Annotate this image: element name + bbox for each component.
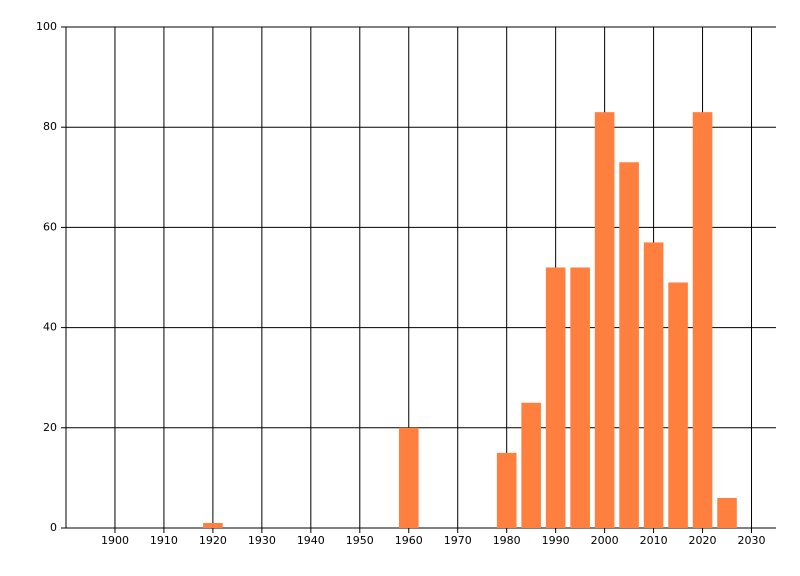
y-tick-label: 60 [43,220,57,233]
bar [692,112,713,529]
y-tick-label: 40 [43,321,57,334]
x-tick-label: 1930 [248,534,276,547]
x-tick-label: 1980 [493,534,521,547]
bar [717,497,737,528]
y-tick-label: 0 [50,521,57,534]
x-tick-label: 1950 [346,534,374,547]
x-tick-label: 2020 [689,534,717,547]
y-tick-label: 20 [43,421,57,434]
x-tick-label: 1990 [542,534,570,547]
x-tick-label: 1920 [199,534,227,547]
x-tick-label: 1940 [297,534,325,547]
bar [496,452,517,528]
x-tick-label: 1960 [395,534,423,547]
bar [545,267,566,528]
bar [643,242,664,528]
x-tick-label: 1910 [150,534,178,547]
bar [203,522,223,528]
x-tick-label: 1970 [444,534,472,547]
x-tick-label: 2000 [591,534,619,547]
bar [398,427,419,528]
bar [619,162,639,528]
x-tick-label: 2010 [640,534,668,547]
x-tick-label: 1900 [101,534,129,547]
x-tick-label: 2030 [738,534,766,547]
y-tick-label: 80 [43,120,57,133]
bar [521,402,541,528]
bar [570,267,590,528]
y-tick-label: 100 [36,20,57,33]
bar [668,282,688,528]
bar [594,112,615,529]
